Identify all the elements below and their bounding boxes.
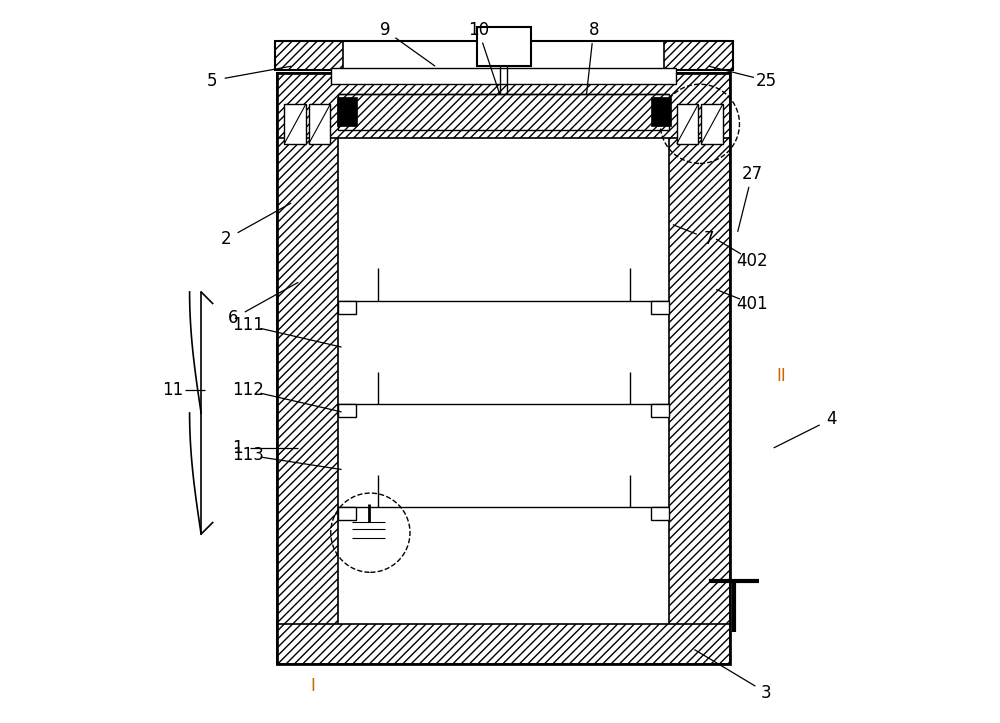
Bar bbox=[338, 93, 669, 129]
Text: 401: 401 bbox=[736, 295, 768, 313]
Bar bbox=[651, 404, 669, 417]
Text: 402: 402 bbox=[736, 252, 768, 270]
Text: 111: 111 bbox=[232, 317, 264, 335]
Bar bbox=[277, 74, 730, 138]
Text: 113: 113 bbox=[232, 446, 264, 464]
Text: 27: 27 bbox=[742, 166, 763, 183]
Bar bbox=[338, 404, 356, 417]
Bar bbox=[337, 97, 357, 126]
Bar bbox=[277, 625, 730, 664]
Bar bbox=[338, 508, 356, 521]
Text: 8: 8 bbox=[588, 21, 599, 39]
Bar bbox=[275, 41, 343, 70]
Text: 11: 11 bbox=[162, 381, 183, 399]
Text: 1: 1 bbox=[232, 439, 242, 457]
Bar bbox=[309, 104, 330, 144]
Text: 6: 6 bbox=[228, 309, 239, 328]
Text: 25: 25 bbox=[756, 72, 777, 90]
Text: I: I bbox=[310, 677, 315, 695]
Bar bbox=[669, 74, 730, 664]
Bar bbox=[651, 301, 669, 314]
Text: 112: 112 bbox=[232, 381, 264, 399]
Bar bbox=[284, 104, 306, 144]
Bar bbox=[277, 74, 338, 664]
Text: 7: 7 bbox=[704, 230, 714, 248]
Text: 5: 5 bbox=[207, 72, 217, 90]
Text: 10: 10 bbox=[468, 21, 489, 39]
Text: 2: 2 bbox=[221, 230, 232, 248]
Text: II: II bbox=[776, 367, 786, 385]
Bar bbox=[677, 104, 698, 144]
Bar bbox=[651, 97, 671, 126]
Bar bbox=[701, 104, 723, 144]
Text: 4: 4 bbox=[826, 410, 837, 428]
Bar bbox=[664, 41, 733, 70]
Text: 9: 9 bbox=[380, 21, 390, 39]
Bar bbox=[275, 41, 733, 70]
Bar bbox=[651, 508, 669, 521]
Bar bbox=[477, 27, 531, 67]
Text: 3: 3 bbox=[761, 684, 772, 702]
Bar bbox=[331, 69, 676, 84]
Bar bbox=[338, 301, 356, 314]
Bar bbox=[277, 74, 730, 664]
